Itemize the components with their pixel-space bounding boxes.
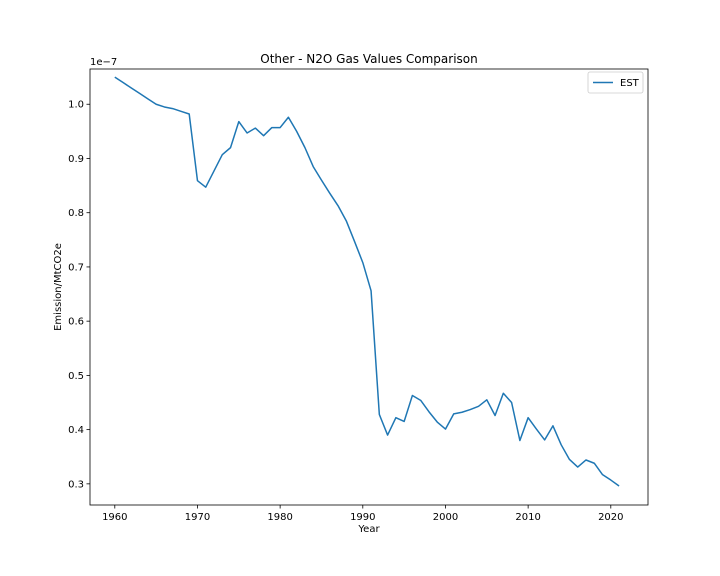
series-line-est xyxy=(114,76,620,487)
y-tick-label-0.7: 0.7 xyxy=(68,262,84,273)
series-layer xyxy=(114,76,620,487)
legend-label-est: EST xyxy=(620,78,640,89)
x-tick-label-2000: 2000 xyxy=(433,512,458,523)
y-tick-label-0.3: 0.3 xyxy=(68,479,84,490)
chart-title: Other - N2O Gas Values Comparison xyxy=(260,52,478,66)
x-axis-label: Year xyxy=(357,524,380,535)
y-tick-label-0.4: 0.4 xyxy=(68,425,84,436)
legend: EST xyxy=(587,71,644,94)
y-tick-label-0.5: 0.5 xyxy=(68,371,84,382)
x-tick-label-2020: 2020 xyxy=(598,512,623,523)
y-tick-label-0.6: 0.6 xyxy=(68,317,84,328)
y-tick-label-0.8: 0.8 xyxy=(68,208,84,219)
x-tick-label-1980: 1980 xyxy=(267,512,292,523)
x-axis: 1960 1970 1980 1990 2000 2010 2020 xyxy=(102,505,624,523)
y-tick-label-1: 1.0 xyxy=(68,100,84,111)
plot-area xyxy=(89,68,649,506)
y-tick-label-0.9: 0.9 xyxy=(68,154,84,165)
x-tick-label-1960: 1960 xyxy=(102,512,127,523)
x-tick-label-1970: 1970 xyxy=(185,512,210,523)
y-axis-label: Emission/MtCO2e xyxy=(53,243,64,331)
x-tick-label-1990: 1990 xyxy=(350,512,375,523)
x-tick-label-2010: 2010 xyxy=(515,512,540,523)
y-offset-label: 1e−7 xyxy=(90,57,117,68)
legend-box xyxy=(587,71,644,94)
y-axis: 0.3 0.4 0.5 0.6 0.7 0.8 0.9 1.0 xyxy=(68,100,90,490)
